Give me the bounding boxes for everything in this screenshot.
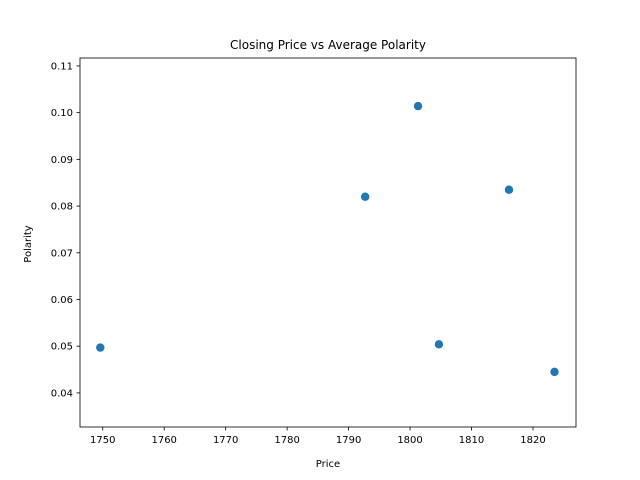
data-point-0 [96, 343, 105, 352]
x-tick-label-0: 1750 [90, 435, 115, 446]
y-tick-label-7: 0.11 [51, 61, 73, 72]
data-point-5 [550, 367, 559, 377]
data-point-3 [434, 340, 444, 349]
y-tick-label-6: 0.10 [51, 108, 73, 119]
x-tick-label-5: 1800 [397, 435, 422, 446]
axes-frame [79, 57, 577, 428]
x-tick-label-7: 1820 [520, 435, 545, 446]
plot-area: 1750 1760 1770 1780 1790 1800 1810 1820 0.04 0.05… [51, 57, 577, 446]
y-tick-label-1: 0.05 [51, 342, 73, 353]
data-point-1 [360, 192, 370, 201]
x-tick-label-2: 1770 [213, 435, 238, 446]
x-axis-label: Price [316, 459, 340, 470]
x-tick-label-4: 1790 [336, 435, 361, 446]
y-axis-label: Polarity [23, 225, 34, 263]
x-tick-label-6: 1810 [459, 435, 484, 446]
y-tick-label-4: 0.08 [51, 202, 73, 213]
y-tick-label-3: 0.07 [51, 248, 73, 259]
x-tick-label-3: 1780 [274, 435, 299, 446]
data-point-2 [413, 101, 423, 111]
x-tick-label-1: 1760 [151, 435, 176, 446]
y-tick-label-5: 0.09 [51, 155, 73, 166]
y-tick-label-0: 0.04 [51, 388, 73, 399]
data-point-4 [504, 185, 514, 194]
y-tick-label-2: 0.06 [51, 295, 73, 306]
chart-title: Closing Price vs Average Polarity [230, 38, 426, 52]
